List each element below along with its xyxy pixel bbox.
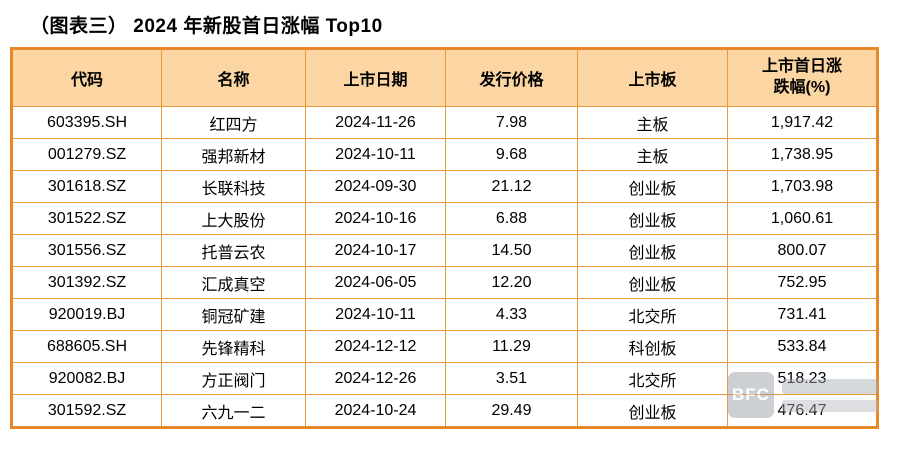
table-cell-code: 301592.SZ bbox=[11, 394, 162, 428]
table-cell-code: 301392.SZ bbox=[11, 266, 162, 299]
table-cell-first_day_change: 476.47 bbox=[727, 394, 878, 428]
column-header-issue-price: 发行价格 bbox=[445, 48, 578, 107]
table-cell-first_day_change: 752.95 bbox=[727, 266, 878, 299]
table-cell-list_date: 2024-10-24 bbox=[305, 394, 446, 428]
table-cell-board: 北交所 bbox=[577, 362, 728, 395]
table-cell-name: 上大股份 bbox=[161, 202, 306, 235]
table-cell-name: 先锋精科 bbox=[161, 330, 306, 363]
table-cell-first_day_change: 1,917.42 bbox=[727, 106, 878, 139]
table-row: 301522.SZ 上大股份 2024-10-16 6.88 创业板 1,060.61 bbox=[11, 202, 878, 235]
table-row: 301592.SZ 六九一二 2024-10-24 29.49 创业板 476.47 bbox=[11, 394, 878, 428]
column-header-board: 上市板 bbox=[577, 48, 728, 107]
table-cell-issue_price: 7.98 bbox=[445, 106, 578, 139]
table-row: 603395.SH 红四方 2024-11-26 7.98 主板 1,917.42 bbox=[11, 106, 878, 139]
figure-title: （图表三） 2024 年新股首日涨幅 Top10 bbox=[30, 16, 383, 37]
table-cell-issue_price: 4.33 bbox=[445, 298, 578, 331]
table-row: 920019.BJ 铜冠矿建 2024-10-11 4.33 北交所 731.41 bbox=[11, 298, 878, 331]
table-cell-board: 创业板 bbox=[577, 170, 728, 203]
table-cell-name: 红四方 bbox=[161, 106, 306, 139]
table-cell-issue_price: 29.49 bbox=[445, 394, 578, 428]
table-cell-first_day_change: 533.84 bbox=[727, 330, 878, 363]
table-cell-issue_price: 12.20 bbox=[445, 266, 578, 299]
table-cell-code: 301556.SZ bbox=[11, 234, 162, 267]
table-cell-board: 创业板 bbox=[577, 266, 728, 299]
table-cell-issue_price: 21.12 bbox=[445, 170, 578, 203]
table-cell-code: 920019.BJ bbox=[11, 298, 162, 331]
table-cell-board: 创业板 bbox=[577, 234, 728, 267]
table-cell-list_date: 2024-09-30 bbox=[305, 170, 446, 203]
table-cell-first_day_change: 1,703.98 bbox=[727, 170, 878, 203]
table-cell-board: 主板 bbox=[577, 138, 728, 171]
table-cell-code: 603395.SH bbox=[11, 106, 162, 139]
table-cell-list_date: 2024-12-26 bbox=[305, 362, 446, 395]
table-cell-first_day_change: 1,738.95 bbox=[727, 138, 878, 171]
table-cell-issue_price: 6.88 bbox=[445, 202, 578, 235]
table-cell-issue_price: 11.29 bbox=[445, 330, 578, 363]
table-cell-issue_price: 14.50 bbox=[445, 234, 578, 267]
table-row: 301618.SZ 长联科技 2024-09-30 21.12 创业板 1,703.98 bbox=[11, 170, 878, 203]
table-cell-issue_price: 3.51 bbox=[445, 362, 578, 395]
table-cell-list_date: 2024-10-17 bbox=[305, 234, 446, 267]
table-cell-list_date: 2024-12-12 bbox=[305, 330, 446, 363]
table-row: 001279.SZ 强邦新材 2024-10-11 9.68 主板 1,738.95 bbox=[11, 138, 878, 171]
table-cell-list_date: 2024-06-05 bbox=[305, 266, 446, 299]
column-header-list-date: 上市日期 bbox=[305, 48, 446, 107]
table-row: 301556.SZ 托普云农 2024-10-17 14.50 创业板 800.07 bbox=[11, 234, 878, 267]
table-cell-name: 托普云农 bbox=[161, 234, 306, 267]
table-cell-first_day_change: 1,060.61 bbox=[727, 202, 878, 235]
ipo-top10-table: 代码 名称 上市日期 发行价格 上市板 上市首日涨 跌幅(%) 603395.S… bbox=[10, 47, 879, 429]
column-header-first-day-change: 上市首日涨 跌幅(%) bbox=[727, 48, 878, 107]
table-cell-board: 主板 bbox=[577, 106, 728, 139]
table-cell-name: 方正阀门 bbox=[161, 362, 306, 395]
table-row: 688605.SH 先锋精科 2024-12-12 11.29 科创板 533.84 bbox=[11, 330, 878, 363]
table-body: 603395.SH 红四方 2024-11-26 7.98 主板 1,917.42 0012… bbox=[11, 106, 878, 428]
table-cell-name: 铜冠矿建 bbox=[161, 298, 306, 331]
table-cell-first_day_change: 800.07 bbox=[727, 234, 878, 267]
table-row: 301392.SZ 汇成真空 2024-06-05 12.20 创业板 752.95 bbox=[11, 266, 878, 299]
table-header: 代码 名称 上市日期 发行价格 上市板 上市首日涨 跌幅(%) bbox=[11, 48, 878, 107]
table-cell-list_date: 2024-10-11 bbox=[305, 138, 446, 171]
table-cell-code: 688605.SH bbox=[11, 330, 162, 363]
table-cell-list_date: 2024-10-11 bbox=[305, 298, 446, 331]
table-cell-list_date: 2024-11-26 bbox=[305, 106, 446, 139]
table-cell-issue_price: 9.68 bbox=[445, 138, 578, 171]
table-cell-name: 汇成真空 bbox=[161, 266, 306, 299]
column-header-name: 名称 bbox=[161, 48, 306, 107]
table-cell-code: 001279.SZ bbox=[11, 138, 162, 171]
table-cell-first_day_change: 518.23 bbox=[727, 362, 878, 395]
table-cell-first_day_change: 731.41 bbox=[727, 298, 878, 331]
table-cell-code: 920082.BJ bbox=[11, 362, 162, 395]
table-cell-board: 科创板 bbox=[577, 330, 728, 363]
table-cell-code: 301618.SZ bbox=[11, 170, 162, 203]
table-cell-name: 强邦新材 bbox=[161, 138, 306, 171]
table-cell-board: 北交所 bbox=[577, 298, 728, 331]
table-cell-name: 长联科技 bbox=[161, 170, 306, 203]
table-row: 920082.BJ 方正阀门 2024-12-26 3.51 北交所 518.23 bbox=[11, 362, 878, 395]
table-cell-board: 创业板 bbox=[577, 394, 728, 428]
column-header-code: 代码 bbox=[11, 48, 162, 107]
table-cell-board: 创业板 bbox=[577, 202, 728, 235]
table-cell-code: 301522.SZ bbox=[11, 202, 162, 235]
header-row: 代码 名称 上市日期 发行价格 上市板 上市首日涨 跌幅(%) bbox=[11, 48, 878, 107]
table-cell-name: 六九一二 bbox=[161, 394, 306, 428]
table-cell-list_date: 2024-10-16 bbox=[305, 202, 446, 235]
